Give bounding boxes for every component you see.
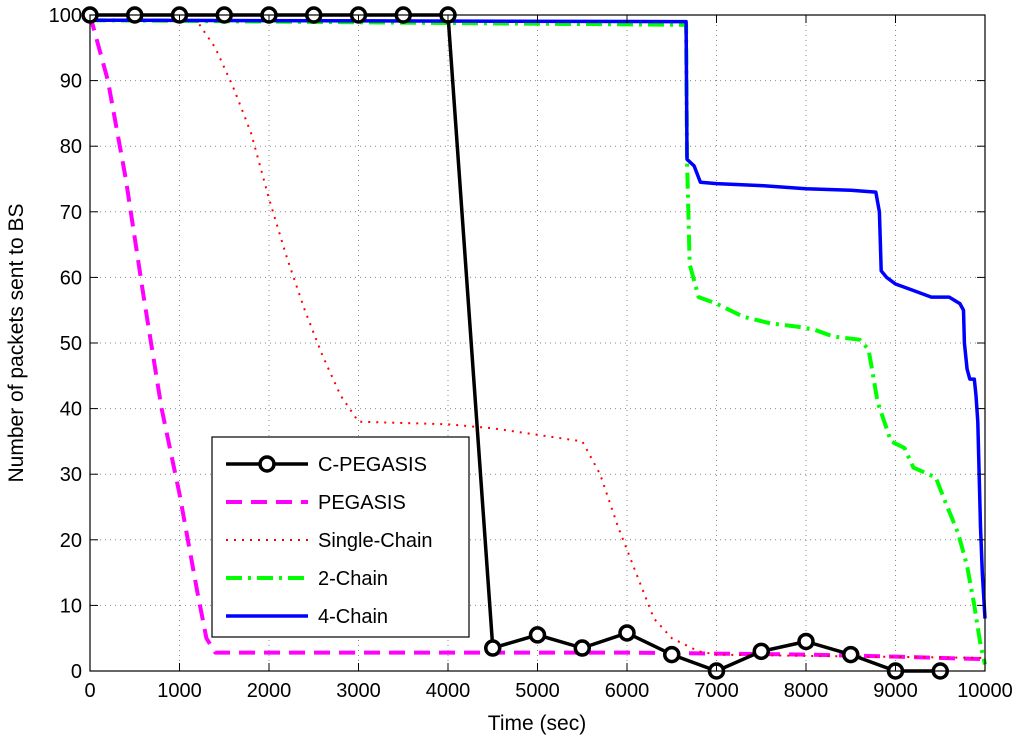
y-tick-label: 20 <box>60 530 82 552</box>
y-tick-label: 50 <box>60 333 82 355</box>
x-tick-label: 3000 <box>336 680 381 702</box>
x-axis-label: Time (sec) <box>488 712 586 735</box>
legend-label: C-PEGASIS <box>318 454 427 476</box>
y-tick-label: 30 <box>60 464 82 486</box>
y-tick-label: 100 <box>49 5 82 27</box>
x-tick-label: 2000 <box>247 680 292 702</box>
y-tick-label: 90 <box>60 71 82 93</box>
x-tick-label: 9000 <box>873 680 918 702</box>
x-tick-label: 7000 <box>694 680 739 702</box>
legend-label: 2-Chain <box>318 568 388 590</box>
legend-label: 4-Chain <box>318 606 388 628</box>
y-tick-label: 80 <box>60 136 82 158</box>
x-tick-label: 10000 <box>957 680 1013 702</box>
x-tick-label: 0 <box>84 680 95 702</box>
data-point <box>484 639 502 657</box>
data-point <box>842 645 860 664</box>
series-line-pegasis <box>88 14 986 662</box>
y-tick-label: 10 <box>60 595 82 617</box>
legend-label: PEGASIS <box>318 492 406 514</box>
legend-label: Single-Chain <box>318 530 433 552</box>
data-point <box>752 642 770 661</box>
data-point <box>663 645 681 664</box>
plot-series <box>81 6 987 680</box>
data-point <box>797 632 815 651</box>
x-tick-label: 4000 <box>426 680 471 702</box>
series-line-4-chain <box>89 18 987 619</box>
y-tick-label: 60 <box>60 267 82 289</box>
axis-ticks: 0 1000 2000 3000 4000 5000 6000 7000 8000 9000 100… <box>49 5 1013 702</box>
y-tick-label: 40 <box>60 399 82 421</box>
series-line-single-chain <box>90 14 986 659</box>
y-axis-label: Number of packets sent to BS <box>5 204 28 483</box>
x-tick-label: 6000 <box>605 680 650 702</box>
legend-marker <box>258 455 276 473</box>
data-point <box>618 624 636 642</box>
x-tick-label: 1000 <box>157 680 202 702</box>
y-tick-label: 0 <box>71 661 82 683</box>
series-line-2-chain <box>89 18 987 665</box>
data-point <box>573 639 591 657</box>
legend-box <box>211 436 470 638</box>
y-tick-label: 70 <box>60 202 82 224</box>
x-tick-label: 5000 <box>515 680 560 702</box>
legend: C-PEGASIS PEGASIS Single-Chain 2-Chain 4-Cha… <box>211 436 470 638</box>
x-tick-label: 8000 <box>784 680 829 702</box>
grid-lines <box>90 15 985 671</box>
data-point <box>528 626 547 644</box>
